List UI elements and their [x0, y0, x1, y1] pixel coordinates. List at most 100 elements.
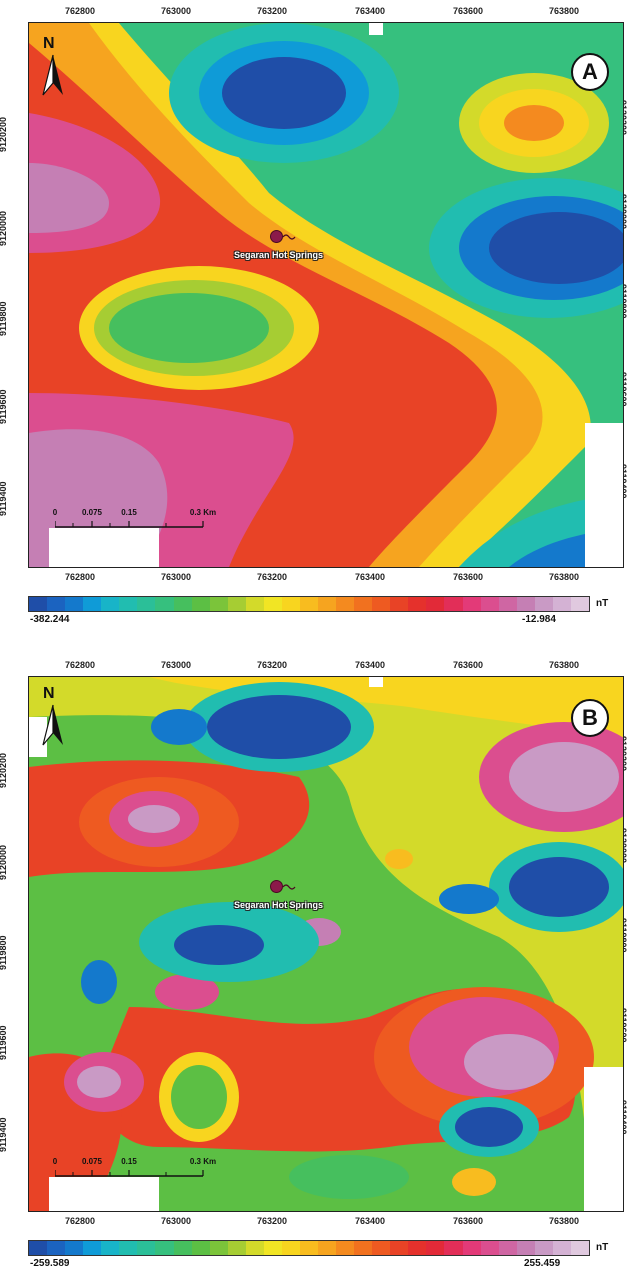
colorbar-segment [552, 597, 571, 611]
scale-label: 0.15 [121, 508, 137, 517]
colorbar-segment [336, 1241, 355, 1255]
y-tick-left: 9119800 [0, 301, 8, 336]
y-tick-left: 9120000 [0, 844, 8, 880]
colorbar-segment [444, 597, 463, 611]
colorbar-segment [65, 597, 84, 611]
colorbar-segment [390, 1241, 409, 1255]
x-tick-top: 763600 [452, 660, 484, 670]
colorbar-segment [498, 1241, 517, 1255]
scale-label: 0.075 [81, 1157, 103, 1166]
hot-spring-label: Segaran Hot Springs [234, 250, 324, 260]
colorbar-segment [354, 1241, 373, 1255]
x-tick-bottom: 763800 [548, 1216, 580, 1226]
colorbar-segment [336, 597, 355, 611]
x-tick-bottom: 762800 [64, 572, 96, 582]
colorbar-segment [570, 597, 589, 611]
panel-badge: B [571, 699, 609, 737]
contour-surface [29, 677, 623, 1211]
scale-bar-graphic [55, 521, 204, 528]
x-tick-bottom: 762800 [64, 1216, 96, 1226]
scale-label: 0 [52, 1157, 58, 1166]
scale-label: 0.075 [81, 508, 103, 517]
x-tick-top: 763800 [548, 660, 580, 670]
magnetic-anomaly-map-b: N B Segaran Hot Springs 0 0.075 0.15 0.3… [28, 676, 624, 1212]
x-tick-top: 763400 [354, 660, 386, 670]
colorbar-segment [65, 1241, 84, 1255]
x-tick-top: 763600 [452, 6, 484, 16]
colorbar-segment [444, 1241, 463, 1255]
colorbar-segment [426, 597, 445, 611]
map-panel-a: 762800 763000 763200 763400 763600 76380… [0, 6, 628, 625]
north-arrow: N [39, 35, 69, 101]
x-tick-bottom: 763600 [452, 1216, 484, 1226]
colorbar-segment [534, 1241, 553, 1255]
scale-label: 0.3 Km [189, 508, 217, 517]
scale-label: 0 [52, 508, 58, 517]
contour-surface [29, 23, 623, 567]
colorbar-segment [570, 1241, 589, 1255]
colorbar-segment [498, 597, 517, 611]
colorbar-segment [480, 597, 499, 611]
spring-wave-icon [283, 234, 296, 240]
colorbar-segment [29, 597, 48, 611]
x-tick-bottom: 763200 [256, 1216, 288, 1226]
colorbar-segment [263, 1241, 282, 1255]
y-tick-left: 9119400 [0, 1117, 8, 1152]
magnetic-anomaly-map-a: N A Segaran Hot Springs 0 0.075 0.15 0.3… [28, 22, 624, 568]
colorbar-segment [209, 1241, 228, 1255]
colorbar-segment [426, 1241, 445, 1255]
north-arrow-icon [42, 704, 63, 746]
colorbar-segment [245, 597, 264, 611]
x-tick-bottom: 763800 [548, 572, 580, 582]
colorbar-segment [191, 1241, 210, 1255]
panel-badge: A [571, 53, 609, 91]
x-tick-bottom: 763400 [354, 572, 386, 582]
colorbar-segment [47, 597, 66, 611]
scale-label: 0.15 [121, 1157, 137, 1166]
colorbar-segment [101, 597, 120, 611]
y-tick-left: 9119800 [0, 935, 8, 970]
colorbar-segment [173, 597, 192, 611]
colorbar-unit: nT [596, 598, 609, 609]
colorbar-segment [155, 597, 174, 611]
colorbar-segment [281, 1241, 300, 1255]
x-tick-top: 762800 [64, 660, 96, 670]
colorbar-segment [137, 597, 156, 611]
map-panel-b: 762800 763000 763200 763400 763600 76380… [0, 640, 635, 1277]
hot-spring-label: Segaran Hot Springs [234, 900, 324, 910]
colorbar-segment [191, 597, 210, 611]
colorbar-max: 255.459 [524, 1258, 561, 1269]
colorbar-segment [354, 597, 373, 611]
colorbar-segment [390, 597, 409, 611]
colorbar-segment [299, 597, 318, 611]
colorbar-segment [227, 1241, 246, 1255]
colorbar-segment [227, 597, 246, 611]
x-tick-top: 763400 [354, 6, 386, 16]
colorbar-segment [119, 597, 138, 611]
colorbar-segment [552, 1241, 571, 1255]
scale-bar: 0 0.075 0.15 0.3 Km [52, 508, 216, 538]
colorbar-segment [83, 1241, 102, 1255]
y-tick-left: 9119400 [0, 481, 8, 516]
colorbar-segment [119, 1241, 138, 1255]
x-tick-top: 762800 [64, 6, 96, 16]
colorbar-segment [318, 597, 337, 611]
hot-spring-marker [270, 880, 283, 893]
y-tick-left: 9120200 [0, 752, 8, 788]
x-tick-top: 763000 [160, 660, 192, 670]
colorbar-segment [462, 597, 481, 611]
colorbar-segment [47, 1241, 66, 1255]
colorbar-segment [516, 597, 535, 611]
spring-wave-icon [283, 884, 296, 890]
y-tick-left: 9120200 [0, 116, 8, 152]
colorbar-segment [408, 597, 427, 611]
colorbar-segment [318, 1241, 337, 1255]
y-tick-left: 9119600 [0, 389, 8, 424]
colorbar-min: -382.244 [30, 614, 70, 625]
north-label: N [43, 685, 55, 702]
x-tick-top: 763000 [160, 6, 192, 16]
y-tick-left: 9120000 [0, 210, 8, 246]
colorbar-segment [281, 597, 300, 611]
colorbar-segment [173, 1241, 192, 1255]
x-tick-top: 763200 [256, 660, 288, 670]
